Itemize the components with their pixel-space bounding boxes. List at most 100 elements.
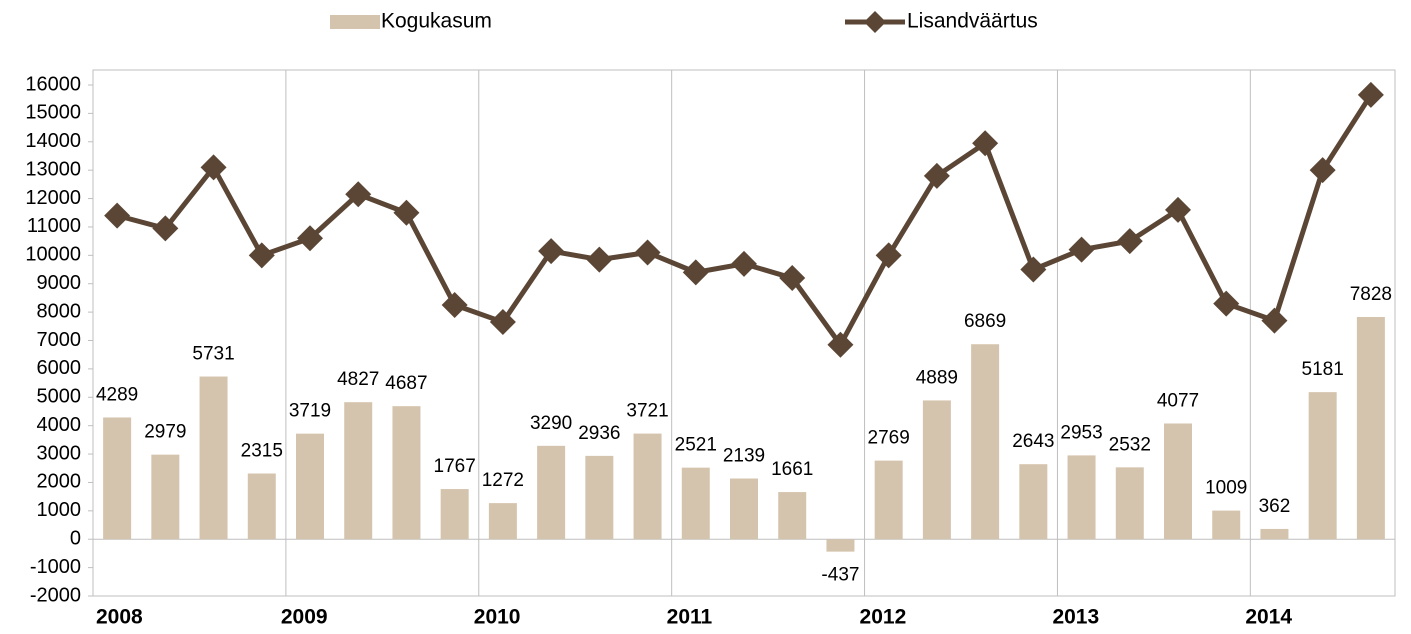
- bar: [778, 492, 807, 540]
- data-label: 1661: [771, 459, 813, 480]
- y-tick-label: 10000: [25, 244, 81, 266]
- data-label: 2643: [1012, 431, 1054, 452]
- y-tick-label: 3000: [37, 442, 82, 464]
- data-label: 4687: [385, 373, 427, 394]
- data-label: 6869: [964, 311, 1006, 332]
- bar: [874, 460, 903, 540]
- y-tick-label: 16000: [25, 73, 81, 95]
- bar: [730, 478, 758, 540]
- marker: [200, 154, 227, 181]
- data-label: 2769: [868, 428, 910, 449]
- marker: [682, 259, 709, 286]
- bar: [1356, 316, 1385, 540]
- legend-label: Lisandväärtus: [907, 10, 1038, 33]
- marker: [248, 242, 275, 269]
- bar: [585, 455, 614, 540]
- data-label: 4289: [96, 384, 138, 405]
- bar: [971, 344, 1000, 540]
- marker: [875, 242, 902, 269]
- marker: [972, 130, 999, 157]
- marker: [731, 250, 757, 277]
- y-tick-label: 2000: [37, 471, 82, 493]
- data-label: 4077: [1157, 390, 1199, 411]
- x-tick-label: 2008: [96, 606, 143, 629]
- data-label: 3721: [626, 401, 668, 422]
- marker: [152, 215, 179, 242]
- data-label: 2936: [578, 423, 620, 444]
- bar: [1260, 528, 1289, 540]
- bar: [344, 402, 373, 540]
- data-label: 2139: [723, 446, 765, 467]
- y-tick-label: 8000: [37, 300, 82, 322]
- data-label: 2521: [675, 435, 717, 456]
- marker: [1165, 196, 1191, 223]
- y-tick-label: 5000: [37, 386, 82, 408]
- y-tick-label: -1000: [30, 556, 81, 578]
- line: [116, 93, 1373, 350]
- marker: [104, 202, 131, 229]
- data-label: 5731: [192, 344, 234, 365]
- legend-swatch: [864, 11, 886, 33]
- marker: [634, 239, 661, 266]
- bar: [681, 467, 710, 540]
- marker: [441, 292, 468, 319]
- y-tick-label: 1000: [37, 499, 82, 521]
- marker: [1116, 228, 1143, 255]
- bar: [1212, 510, 1241, 540]
- y-tick-label: 12000: [25, 187, 81, 209]
- marker: [538, 238, 565, 265]
- bar: [1067, 455, 1096, 540]
- y-tick-label: -2000: [30, 584, 81, 606]
- marker: [1213, 290, 1240, 317]
- bar: [151, 454, 180, 540]
- marker: [393, 199, 420, 226]
- data-label: 3719: [289, 401, 331, 422]
- y-tick-label: 6000: [37, 357, 82, 379]
- data-label: 7828: [1350, 284, 1392, 305]
- bar: [392, 406, 421, 540]
- data-label: 4889: [916, 367, 958, 388]
- bar: [440, 489, 469, 540]
- marker: [827, 331, 854, 358]
- y-tick-label: 7000: [37, 329, 82, 351]
- marker: [923, 162, 950, 189]
- bar: [1115, 467, 1144, 540]
- data-label: 2315: [241, 441, 283, 462]
- x-tick-label: 2012: [860, 606, 907, 629]
- marker: [1068, 236, 1095, 263]
- x-tick-label: 2010: [474, 606, 521, 629]
- marker: [1020, 256, 1047, 283]
- bar: [488, 503, 517, 540]
- y-tick-label: 13000: [25, 158, 81, 180]
- bar: [633, 433, 662, 540]
- bar: [922, 400, 951, 540]
- y-tick-label: 14000: [25, 130, 81, 152]
- data-label: 1009: [1205, 478, 1247, 499]
- bar: [247, 473, 276, 540]
- marker: [586, 246, 613, 273]
- y-tick-label: 9000: [37, 272, 82, 294]
- plot-frame: [92, 69, 1396, 597]
- legend-swatch: [330, 15, 380, 29]
- bar: [199, 376, 228, 540]
- data-label: 4827: [337, 369, 379, 390]
- data-label: 362: [1259, 496, 1291, 517]
- data-label: 5181: [1302, 359, 1344, 380]
- data-label: 1272: [482, 470, 524, 491]
- legend-label: Kogukasum: [381, 10, 492, 33]
- bar: [296, 433, 324, 540]
- marker: [1357, 81, 1384, 108]
- marker: [489, 309, 516, 336]
- y-tick-label: 4000: [37, 414, 82, 436]
- marker: [779, 265, 806, 292]
- y-tick-label: 11000: [27, 215, 81, 237]
- marker: [1309, 157, 1336, 184]
- data-label: 3290: [530, 413, 572, 434]
- x-tick-label: 2011: [667, 606, 713, 629]
- data-label: -437: [821, 565, 859, 586]
- bar: [1019, 464, 1048, 540]
- marker: [345, 181, 372, 208]
- data-label: 2532: [1109, 434, 1151, 455]
- bar: [1164, 423, 1192, 540]
